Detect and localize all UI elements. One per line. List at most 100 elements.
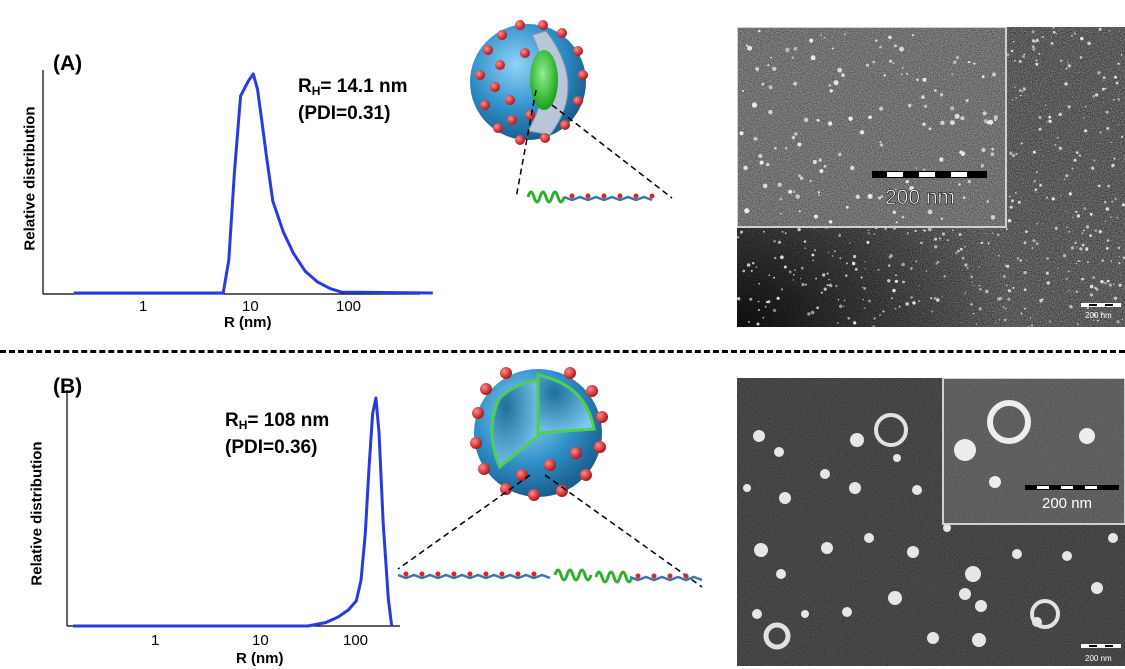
- tem-a-particle: [1120, 54, 1123, 56]
- tem-a-particle: [992, 232, 994, 234]
- tem-a-inset-particle: [828, 84, 831, 87]
- tem-a-particle: [936, 298, 940, 302]
- tem-a-particle: [1075, 290, 1078, 293]
- tem-a-particle: [1011, 199, 1014, 203]
- tem-a-particle: [756, 322, 760, 326]
- tem-a-particle: [740, 230, 743, 234]
- tem-a-inset-particle: [841, 73, 845, 78]
- tem-a-inset-particle: [780, 213, 782, 215]
- panel-a-rh-prefix: R: [298, 76, 312, 97]
- tem-a-particle: [1093, 159, 1096, 162]
- tem-a-inset-particle: [785, 147, 788, 150]
- tem-a-particle: [1115, 81, 1119, 85]
- tem-a-inset-particle: [981, 147, 986, 153]
- tem-a-particle: [1099, 131, 1102, 134]
- tem-a-particle: [995, 321, 997, 323]
- tem-a-inset-particle: [797, 142, 802, 147]
- tem-a-inset-particle: [939, 157, 944, 162]
- tem-a-particle: [1082, 229, 1085, 232]
- tem-a-particle: [996, 233, 1000, 237]
- tem-a-particle: [922, 229, 924, 232]
- tem-a-particle: [1103, 80, 1105, 82]
- tem-a-particle: [1106, 279, 1110, 283]
- tem-a-particle: [1089, 284, 1094, 289]
- vesicle-beads: [470, 367, 608, 501]
- tem-a-particle: [1020, 312, 1023, 315]
- tem-a-particle: [964, 245, 966, 248]
- tem-a-inset-particle: [892, 62, 895, 65]
- tem-a-inset-particle: [820, 34, 822, 36]
- tem-a-inset-particle: [819, 169, 824, 173]
- tem-a-particle: [1054, 144, 1057, 146]
- tem-a-particle: [1121, 318, 1123, 321]
- tem-a-inset-particle: [912, 34, 914, 37]
- tem-a-particle: [1007, 289, 1011, 293]
- tem-a-inset-particle: [791, 135, 796, 140]
- tem-a-particle: [1059, 59, 1063, 62]
- tem-a-particle: [914, 229, 917, 232]
- tem-a-particle: [845, 274, 848, 277]
- tem-a-particle: [1022, 55, 1025, 58]
- tem-a-particle: [1085, 247, 1088, 250]
- tem-a-particle: [1116, 320, 1120, 324]
- tem-a-particle: [1081, 277, 1084, 281]
- tem-a-particle: [1016, 257, 1020, 260]
- tem-a-particle: [1121, 203, 1125, 207]
- tem-a-particle: [788, 270, 792, 274]
- tem-a-particle: [1063, 178, 1066, 181]
- tem-a-particle: [1025, 259, 1028, 262]
- tem-a-particle: [1092, 94, 1095, 98]
- tem-a-particle: [853, 321, 857, 325]
- tem-a-particle: [828, 283, 833, 288]
- tem-a-particle: [984, 232, 986, 234]
- tem-a-particle: [906, 232, 909, 235]
- tem-a-particle: [1067, 270, 1070, 273]
- tem-a-particle: [1039, 299, 1043, 303]
- tem-a-inset-particle: [845, 205, 849, 209]
- tem-a-inset-particle: [951, 73, 954, 76]
- tem-a-inset-particle: [923, 168, 926, 171]
- tem-a-inset-particle: [901, 66, 904, 69]
- tem-a-particle: [1104, 221, 1106, 223]
- tem-a-inset-particle: [768, 109, 773, 115]
- tem-a-particle: [784, 232, 787, 235]
- tem-a-inset-particle: [747, 45, 753, 51]
- tem-a-inset-particle: [859, 130, 865, 135]
- chain-beads: [403, 571, 689, 579]
- tem-a-inset-particle: [759, 160, 764, 165]
- tem-a-inset-particle: [892, 210, 896, 214]
- tem-a-particle: [783, 265, 787, 269]
- tem-a-particle: [1065, 277, 1068, 281]
- tem-a-particle: [843, 299, 846, 302]
- panel-divider: [0, 350, 1125, 353]
- tem-a-particle: [872, 325, 875, 327]
- tem-a-particle: [975, 323, 978, 325]
- tem-a-particle: [804, 247, 807, 250]
- tem-a-particle: [918, 285, 920, 287]
- tem-a-particle: [1087, 41, 1091, 46]
- tem-a-inset-particle: [888, 35, 892, 40]
- tem-a-inset-particle: [866, 63, 869, 67]
- tem-a-particle: [838, 234, 841, 237]
- tem-a-particle: [820, 291, 823, 294]
- tem-a-inset-particle: [745, 44, 748, 47]
- tem-b-main-scale-label: 200 nm: [1085, 654, 1112, 663]
- tem-a-inset-particle: [855, 194, 860, 199]
- chart-a-curve: [73, 72, 433, 295]
- tem-a-particle: [902, 280, 905, 284]
- tem-a-inset-particle: [768, 85, 773, 90]
- tem-a-inset-particle: [823, 165, 827, 168]
- tem-a-particle: [910, 267, 913, 270]
- tem-a-particle: [1100, 312, 1104, 316]
- surface-beads: [475, 20, 588, 145]
- tem-a-inset-particle: [868, 115, 872, 120]
- tem-a-inset-particle: [833, 80, 839, 86]
- tem-a-particle: [843, 305, 845, 307]
- tem-a-particle: [1098, 184, 1101, 188]
- tem-a-particle: [1095, 287, 1099, 291]
- tem-a-particle: [1089, 213, 1093, 216]
- tem-a-particle: [1004, 318, 1007, 322]
- tem-a-inset-particle: [797, 174, 802, 178]
- tem-a-main-scale-label: 200 nm: [1085, 311, 1112, 320]
- chart-b-tick-10: 10: [252, 632, 269, 649]
